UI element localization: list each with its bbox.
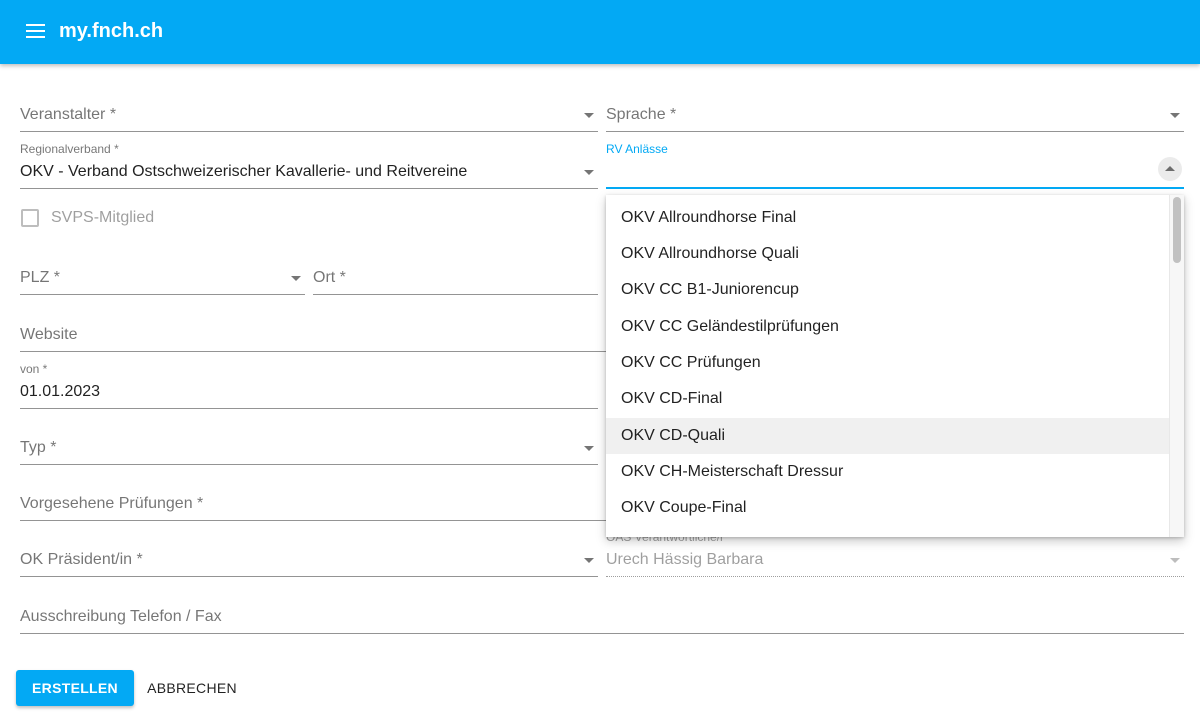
app-title: my.fnch.ch [59, 20, 164, 42]
von-value: 01.01.2023 [20, 383, 101, 400]
dropdown-option-hovered[interactable]: OKV CD-Quali [606, 418, 1169, 454]
ausschreibung-telefon-field[interactable]: Ausschreibung Telefon / Fax [20, 594, 1184, 634]
rv-anlaesse-dropdown: OKV Allroundhorse Final OKV Allroundhors… [606, 195, 1184, 537]
von-date-field[interactable]: von * 01.01.2023 [20, 362, 598, 409]
ok-praesident-label: OK Präsident/in * [20, 551, 143, 568]
typ-select[interactable]: Typ * [20, 425, 598, 465]
chevron-down-icon [1170, 558, 1180, 563]
website-field[interactable]: Website [20, 312, 1184, 352]
website-label: Website [20, 326, 78, 343]
vorgesehene-pruefungen-field[interactable]: Vorgesehene Prüfungen * [20, 481, 1184, 521]
hamburger-menu-icon[interactable] [26, 24, 45, 39]
ok-praesident-select[interactable]: OK Präsident/in * [20, 537, 598, 577]
dropdown-option[interactable]: OKV CC Geländestilprüfungen [621, 318, 839, 335]
chevron-down-icon [1170, 113, 1180, 118]
chevron-down-icon [584, 170, 594, 175]
oas-verantwortliche-value: Urech Hässig Barbara [606, 551, 764, 568]
ausschreibung-telefon-label: Ausschreibung Telefon / Fax [20, 608, 222, 625]
scrollbar-thumb[interactable] [1173, 197, 1181, 263]
plz-select[interactable]: PLZ * [20, 255, 305, 295]
dropdown-option[interactable]: OKV Allroundhorse Final [621, 209, 797, 226]
dropdown-option[interactable]: OKV Coupe-Final [621, 499, 747, 516]
oas-verantwortliche-select: OAS Verantwortliche/r Urech Hässig Barba… [606, 530, 1184, 577]
erstellen-button[interactable]: ERSTELLEN [16, 670, 134, 706]
svps-mitglied-checkbox[interactable] [21, 209, 39, 227]
dropdown-scrollbar[interactable] [1169, 195, 1184, 537]
vorgesehene-pruefungen-label: Vorgesehene Prüfungen * [20, 495, 204, 512]
chevron-down-icon [584, 558, 594, 563]
rv-anlaesse-select[interactable]: RV Anlässe [606, 142, 1184, 189]
rv-anlaesse-label: RV Anlässe [606, 142, 668, 156]
ort-field[interactable]: Ort * [313, 255, 598, 295]
ort-label: Ort * [313, 269, 346, 286]
chevron-down-icon [291, 276, 301, 281]
regionalverband-select[interactable]: Regionalverband * OKV - Verband Ostschwe… [20, 142, 598, 189]
abbrechen-button[interactable]: ABBRECHEN [147, 680, 237, 696]
typ-label: Typ * [20, 439, 57, 456]
von-label: von * [20, 362, 48, 376]
sprache-label: Sprache * [606, 106, 677, 123]
svps-mitglied-label: SVPS-Mitglied [51, 209, 155, 226]
dropdown-option[interactable]: OKV CC Prüfungen [621, 354, 761, 371]
regionalverband-value: OKV - Verband Ostschweizerischer Kavalle… [20, 163, 468, 180]
dropdown-option[interactable]: OKV CH-Meisterschaft Dressur [621, 463, 844, 480]
veranstalter-select[interactable]: Veranstalter * [20, 92, 598, 132]
chevron-down-icon [584, 446, 594, 451]
sprache-select[interactable]: Sprache * [606, 92, 1184, 132]
dropdown-option[interactable]: OKV Allroundhorse Quali [621, 245, 799, 262]
dropdown-option[interactable]: OKV CD-Final [621, 390, 723, 407]
chevron-up-icon[interactable] [1158, 157, 1182, 181]
veranstalter-label: Veranstalter * [20, 106, 117, 123]
app-bar: my.fnch.ch [0, 0, 1200, 64]
regionalverband-label: Regionalverband * [20, 142, 119, 156]
plz-label: PLZ * [20, 269, 61, 286]
dropdown-option[interactable]: OKV CC B1-Juniorencup [621, 281, 799, 298]
chevron-down-icon [584, 113, 594, 118]
